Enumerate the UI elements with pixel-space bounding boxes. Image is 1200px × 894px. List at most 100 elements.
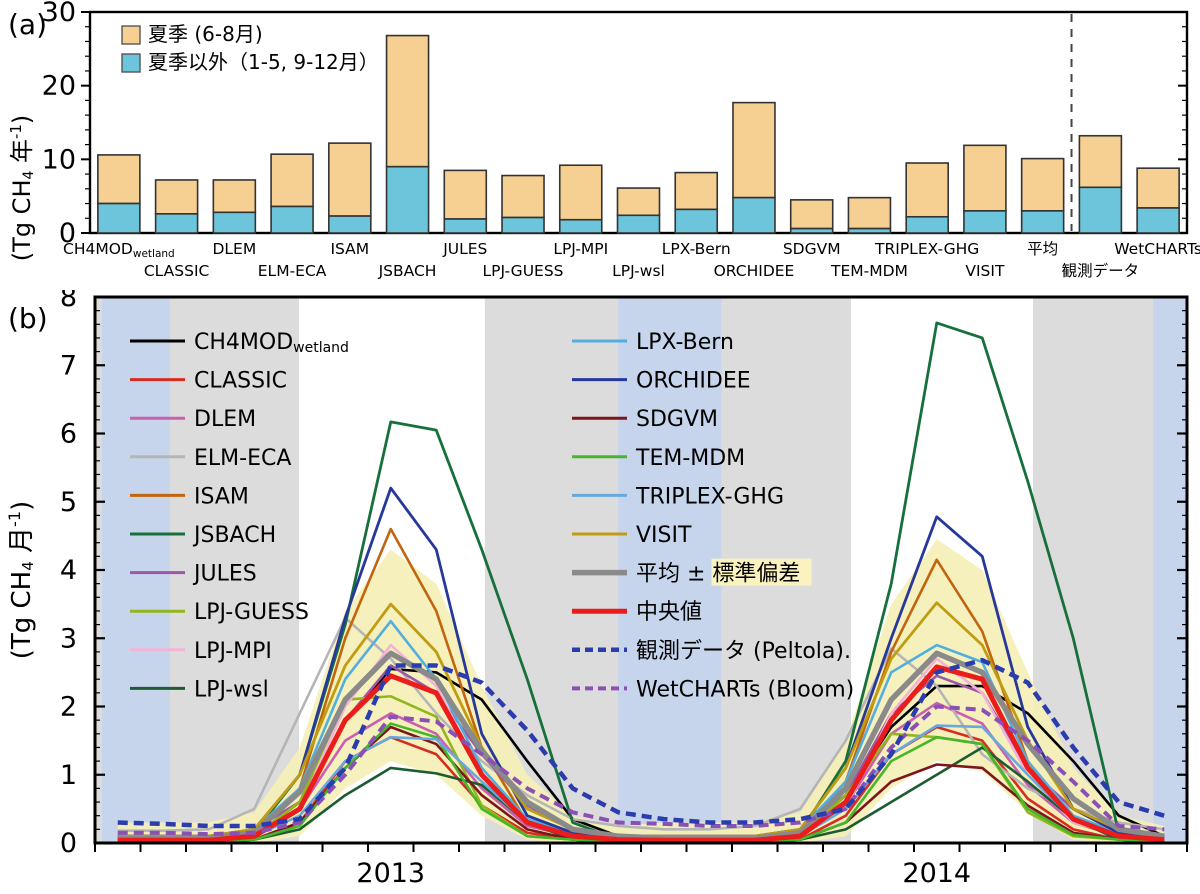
panel-b-y-axis-label: (Tg CH4​ 月-1​) xyxy=(5,501,37,660)
panel-a-y-tick-label: 30 xyxy=(42,0,76,28)
x-label-CH4MOD: CH4MODwetland xyxy=(63,240,175,260)
bar-summer-平均 xyxy=(1020,157,1065,212)
bar-nonsummer-ELM-ECA xyxy=(270,205,314,234)
bar-nonsummer-WetCHARTs xyxy=(1136,207,1180,234)
panel-b-y-tick-label: 6 xyxy=(60,419,77,450)
legend-label-LPJ-wsl: LPJ-wsl xyxy=(194,677,269,702)
legend-label-中央値: 中央値 xyxy=(636,600,702,625)
x-label-TEM-MDM: TEM-MDM xyxy=(830,262,908,280)
x-label-VISIT: VISIT xyxy=(965,262,1005,280)
bar-summer-TEM-MDM xyxy=(847,196,892,230)
bar-summer-CH4MOD xyxy=(97,154,141,205)
bar-nonsummer-平均 xyxy=(1020,210,1065,234)
legend-label-SDGVM: SDGVM xyxy=(636,407,718,432)
legend-label-LPX-Bern: LPX-Bern xyxy=(636,330,734,355)
panel-a-y-tick-label: 20 xyxy=(42,71,76,102)
bar-summer-LPX-Bern xyxy=(674,171,719,211)
bar-summer-JSBACH xyxy=(385,34,430,168)
bar-nonsummer-CH4MOD xyxy=(97,202,141,234)
x-label-DLEM: DLEM xyxy=(212,240,256,258)
panel-a-legend-label-1: 夏季以外（1-5, 9-12月） xyxy=(148,50,379,74)
x-year-label-2014: 2014 xyxy=(902,858,971,889)
x-label-LPX-Bern: LPX-Bern xyxy=(662,240,731,258)
panel-a-legend-label-0: 夏季 (6-8月) xyxy=(148,22,263,46)
line-平均 ± xyxy=(117,650,1165,841)
bar-nonsummer-LPX-Bern xyxy=(674,208,719,234)
x-label-JULES: JULES xyxy=(442,240,487,258)
legend-label-CH4MOD: CH4MODwetland xyxy=(194,330,349,356)
legend-label-LPJ-GUESS: LPJ-GUESS xyxy=(194,600,309,625)
bar-summer-ELM-ECA xyxy=(270,153,314,208)
x-label-JSBACH: JSBACH xyxy=(378,262,437,280)
bar-summer-VISIT xyxy=(963,144,1007,212)
x-label-TRIPLEX-GHG: TRIPLEX-GHG xyxy=(874,240,979,258)
bar-nonsummer-TEM-MDM xyxy=(847,227,892,234)
bar-summer-ISAM xyxy=(328,142,372,217)
bar-nonsummer-TRIPLEX-GHG xyxy=(905,215,949,234)
band-blue-1 xyxy=(618,297,722,843)
legend-highlight-std xyxy=(711,558,812,586)
bar-summer-SDGVM xyxy=(789,199,834,230)
bar-nonsummer-DLEM xyxy=(212,211,257,234)
panel-a-stacked-bar-chart: 0 10 20 30 CH4MODwetland CLASSICDLEMELM-ECAIS… xyxy=(7,0,1200,280)
panel-b-y-tick-label: 5 xyxy=(60,487,77,518)
legend-label-DLEM: DLEM xyxy=(194,407,256,432)
bar-summer-観測データ xyxy=(1078,134,1123,189)
x-label-平均: 平均 xyxy=(1027,240,1058,258)
std-deviation-band xyxy=(117,539,1165,843)
panel-a-y-axis-label: (Tg CH4​ 年-1​) xyxy=(7,115,37,261)
bar-nonsummer-JULES xyxy=(443,218,488,234)
bar-summer-CLASSIC xyxy=(154,179,199,215)
bar-summer-ORCHIDEE xyxy=(732,101,776,199)
legend-label-TRIPLEX-GHG: TRIPLEX-GHG xyxy=(635,484,784,509)
x-label-WetCHARTs: WetCHARTs xyxy=(1114,240,1200,258)
panel-a-tag: (a) xyxy=(8,8,47,41)
legend-label-VISIT: VISIT xyxy=(636,523,692,548)
panel-b-y-tick-label: 4 xyxy=(60,555,77,586)
panel-b-y-tick-label: 2 xyxy=(60,692,77,723)
x-label-LPJ-MPI: LPJ-MPI xyxy=(553,240,608,258)
x-label-SDGVM: SDGVM xyxy=(783,240,841,258)
legend-label-JULES: JULES xyxy=(192,562,257,587)
panel-a-legend-swatch-0 xyxy=(121,25,141,45)
x-label-LPJ-wsl: LPJ-wsl xyxy=(612,262,665,280)
panel-b-tag: (b) xyxy=(8,302,48,335)
panel-b-y-tick-label: 7 xyxy=(60,350,77,381)
legend-label-平均 ±: 平均 ± 標準偏差 xyxy=(636,562,800,587)
bar-summer-DLEM xyxy=(212,179,257,214)
line-中央値 xyxy=(117,664,1165,843)
band-blue-0 xyxy=(101,297,171,843)
legend-label-CLASSIC: CLASSIC xyxy=(194,369,287,394)
bar-summer-WetCHARTs xyxy=(1136,167,1180,209)
bar-summer-JULES xyxy=(443,169,488,220)
x-label-CLASSIC: CLASSIC xyxy=(144,262,210,280)
x-label-ELM-ECA: ELM-ECA xyxy=(258,262,327,280)
panel-a-legend-swatch-1 xyxy=(121,53,141,73)
legend-label-ISAM: ISAM xyxy=(194,484,249,509)
x-label-LPJ-GUESS: LPJ-GUESS xyxy=(483,262,564,280)
x-label-ISAM: ISAM xyxy=(330,240,369,258)
legend-label-LPJ-MPI: LPJ-MPI xyxy=(194,639,272,664)
legend-label-TEM-MDM: TEM-MDM xyxy=(635,446,745,471)
bar-summer-LPJ-wsl xyxy=(616,187,661,217)
band-gray-1 xyxy=(170,297,299,843)
panel-b-y-tick-label: 8 xyxy=(60,290,77,313)
bar-nonsummer-LPJ-wsl xyxy=(616,214,661,234)
bar-nonsummer-SDGVM xyxy=(789,227,834,234)
bar-summer-LPJ-MPI xyxy=(558,164,603,221)
bar-nonsummer-LPJ-GUESS xyxy=(501,216,545,234)
legend-label-WetCHARTs (Bloom): WetCHARTs (Bloom) xyxy=(636,677,854,702)
panel-a-y-tick-label: 0 xyxy=(59,218,76,249)
panel-b-y-tick-label: 0 xyxy=(60,828,77,859)
legend-label-観測データ (Peltola).: 観測データ (Peltola). xyxy=(636,639,851,664)
panel-b-monthly-line-chart: 0 1 2 3 4 5 6 7 8 2013 2014 CH4MODwetland CLASSIC DLE… xyxy=(5,290,1189,889)
bar-summer-TRIPLEX-GHG xyxy=(905,162,949,218)
bar-nonsummer-観測データ xyxy=(1078,186,1123,234)
legend-label-JSBACH: JSBACH xyxy=(192,523,276,548)
bar-nonsummer-ISAM xyxy=(328,215,372,234)
bar-nonsummer-CLASSIC xyxy=(154,213,199,234)
panel-b-y-tick-label: 1 xyxy=(60,760,77,791)
legend-label-ORCHIDEE: ORCHIDEE xyxy=(636,369,751,394)
x-label-ORCHIDEE: ORCHIDEE xyxy=(714,262,795,280)
